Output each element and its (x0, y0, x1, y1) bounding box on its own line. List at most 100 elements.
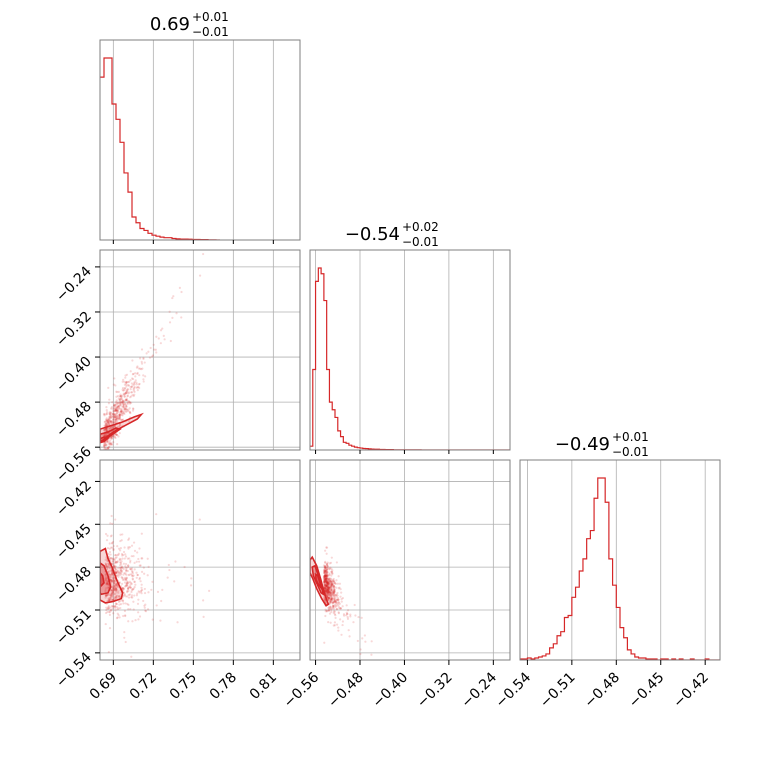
scatter-point (104, 562, 107, 566)
scatter-point (324, 586, 327, 590)
scatter-point (114, 605, 117, 608)
scatter-point (140, 532, 143, 535)
scatter-point (339, 618, 342, 621)
scatter-point (116, 420, 119, 423)
scatter-point (337, 598, 340, 601)
scatter-point (333, 590, 336, 593)
scatter-point (341, 623, 344, 627)
scatter-point (119, 408, 123, 411)
scatter-point (324, 570, 327, 573)
scatter-point (325, 589, 328, 592)
scatter-point (323, 587, 326, 590)
scatter-point (114, 609, 117, 612)
scatter-point (337, 611, 340, 614)
scatter-point (133, 568, 136, 571)
scatter-point (156, 590, 160, 593)
scatter-point (129, 561, 132, 564)
y-tick-label: −0.51 (53, 607, 95, 649)
scatter-point (202, 252, 205, 256)
scatter-point (332, 606, 335, 609)
scatter-point (128, 402, 132, 405)
scatter-point (131, 393, 134, 397)
scatter-point (337, 629, 340, 632)
scatter-point (114, 400, 118, 404)
scatter-point (114, 415, 117, 418)
scatter-point (129, 388, 132, 391)
scatter-point (114, 408, 117, 411)
scatter-point (180, 316, 183, 319)
scatter-point (102, 445, 106, 448)
scatter-point (122, 400, 125, 403)
scatter-point (324, 587, 327, 590)
scatter-point (123, 393, 126, 396)
scatter-point (339, 607, 342, 610)
scatter-point (329, 578, 332, 581)
scatter-point (336, 591, 339, 595)
scatter-point (370, 653, 373, 656)
scatter-point (104, 444, 107, 447)
scatter-point (125, 391, 128, 394)
x-tick-label: −0.56 (281, 669, 323, 711)
scatter-point (134, 618, 137, 622)
scatter-point (125, 410, 128, 413)
scatter-point (109, 412, 112, 416)
scatter-point (363, 634, 366, 637)
scatter-point (103, 433, 106, 436)
scatter-point (326, 590, 329, 593)
title-plus: +0.01 (612, 430, 649, 444)
scatter-point (334, 614, 337, 617)
scatter-point (120, 410, 123, 413)
scatter-point (348, 635, 351, 638)
scatter-point (333, 597, 337, 600)
scatter-point (326, 581, 329, 584)
scatter-point (118, 424, 122, 427)
scatter-point (115, 561, 118, 564)
scatter-point (105, 606, 108, 609)
scatter-point (131, 377, 135, 381)
scatter-point (116, 411, 119, 414)
scatter-point (108, 422, 111, 425)
scatter-point (128, 586, 131, 589)
scatter-point (127, 410, 130, 413)
scatter-point (113, 580, 116, 583)
scatter-point (109, 535, 113, 538)
scatter-point (103, 443, 106, 446)
scatter-point (176, 621, 179, 624)
scatter-point (323, 586, 326, 589)
scatter-point (114, 571, 118, 575)
scatter-point (112, 418, 116, 421)
scatter-point (123, 409, 126, 412)
scatter-point (330, 593, 333, 596)
scatter-point (333, 597, 336, 601)
scatter-point (151, 618, 154, 621)
scatter-point (327, 585, 330, 589)
scatter-point (123, 386, 126, 390)
scatter-point (130, 574, 134, 577)
scatter-point (124, 614, 127, 617)
scatter-point (107, 650, 110, 654)
scatter-point (144, 610, 148, 613)
scatter-point (106, 565, 109, 568)
scatter-point (106, 534, 109, 537)
scatter-point (329, 561, 333, 564)
scatter-point (329, 593, 332, 596)
scatter-point (125, 584, 128, 587)
scatter-point (115, 606, 119, 609)
scatter-point (104, 434, 107, 437)
scatter-point (330, 593, 333, 596)
scatter-point (324, 569, 327, 572)
scatter-point (113, 593, 116, 596)
scatter-point (131, 588, 134, 591)
scatter-point (325, 577, 328, 580)
scatter-point (125, 390, 128, 393)
scatter-point (325, 584, 329, 587)
scatter-point (115, 409, 118, 412)
scatter-point (129, 586, 132, 589)
scatter-point (114, 407, 117, 411)
scatter-point (327, 588, 330, 592)
scatter-point (325, 577, 328, 581)
scatter-point (327, 579, 330, 582)
scatter-point (120, 395, 123, 398)
scatter-point (324, 574, 327, 578)
scatter-point (106, 447, 110, 450)
